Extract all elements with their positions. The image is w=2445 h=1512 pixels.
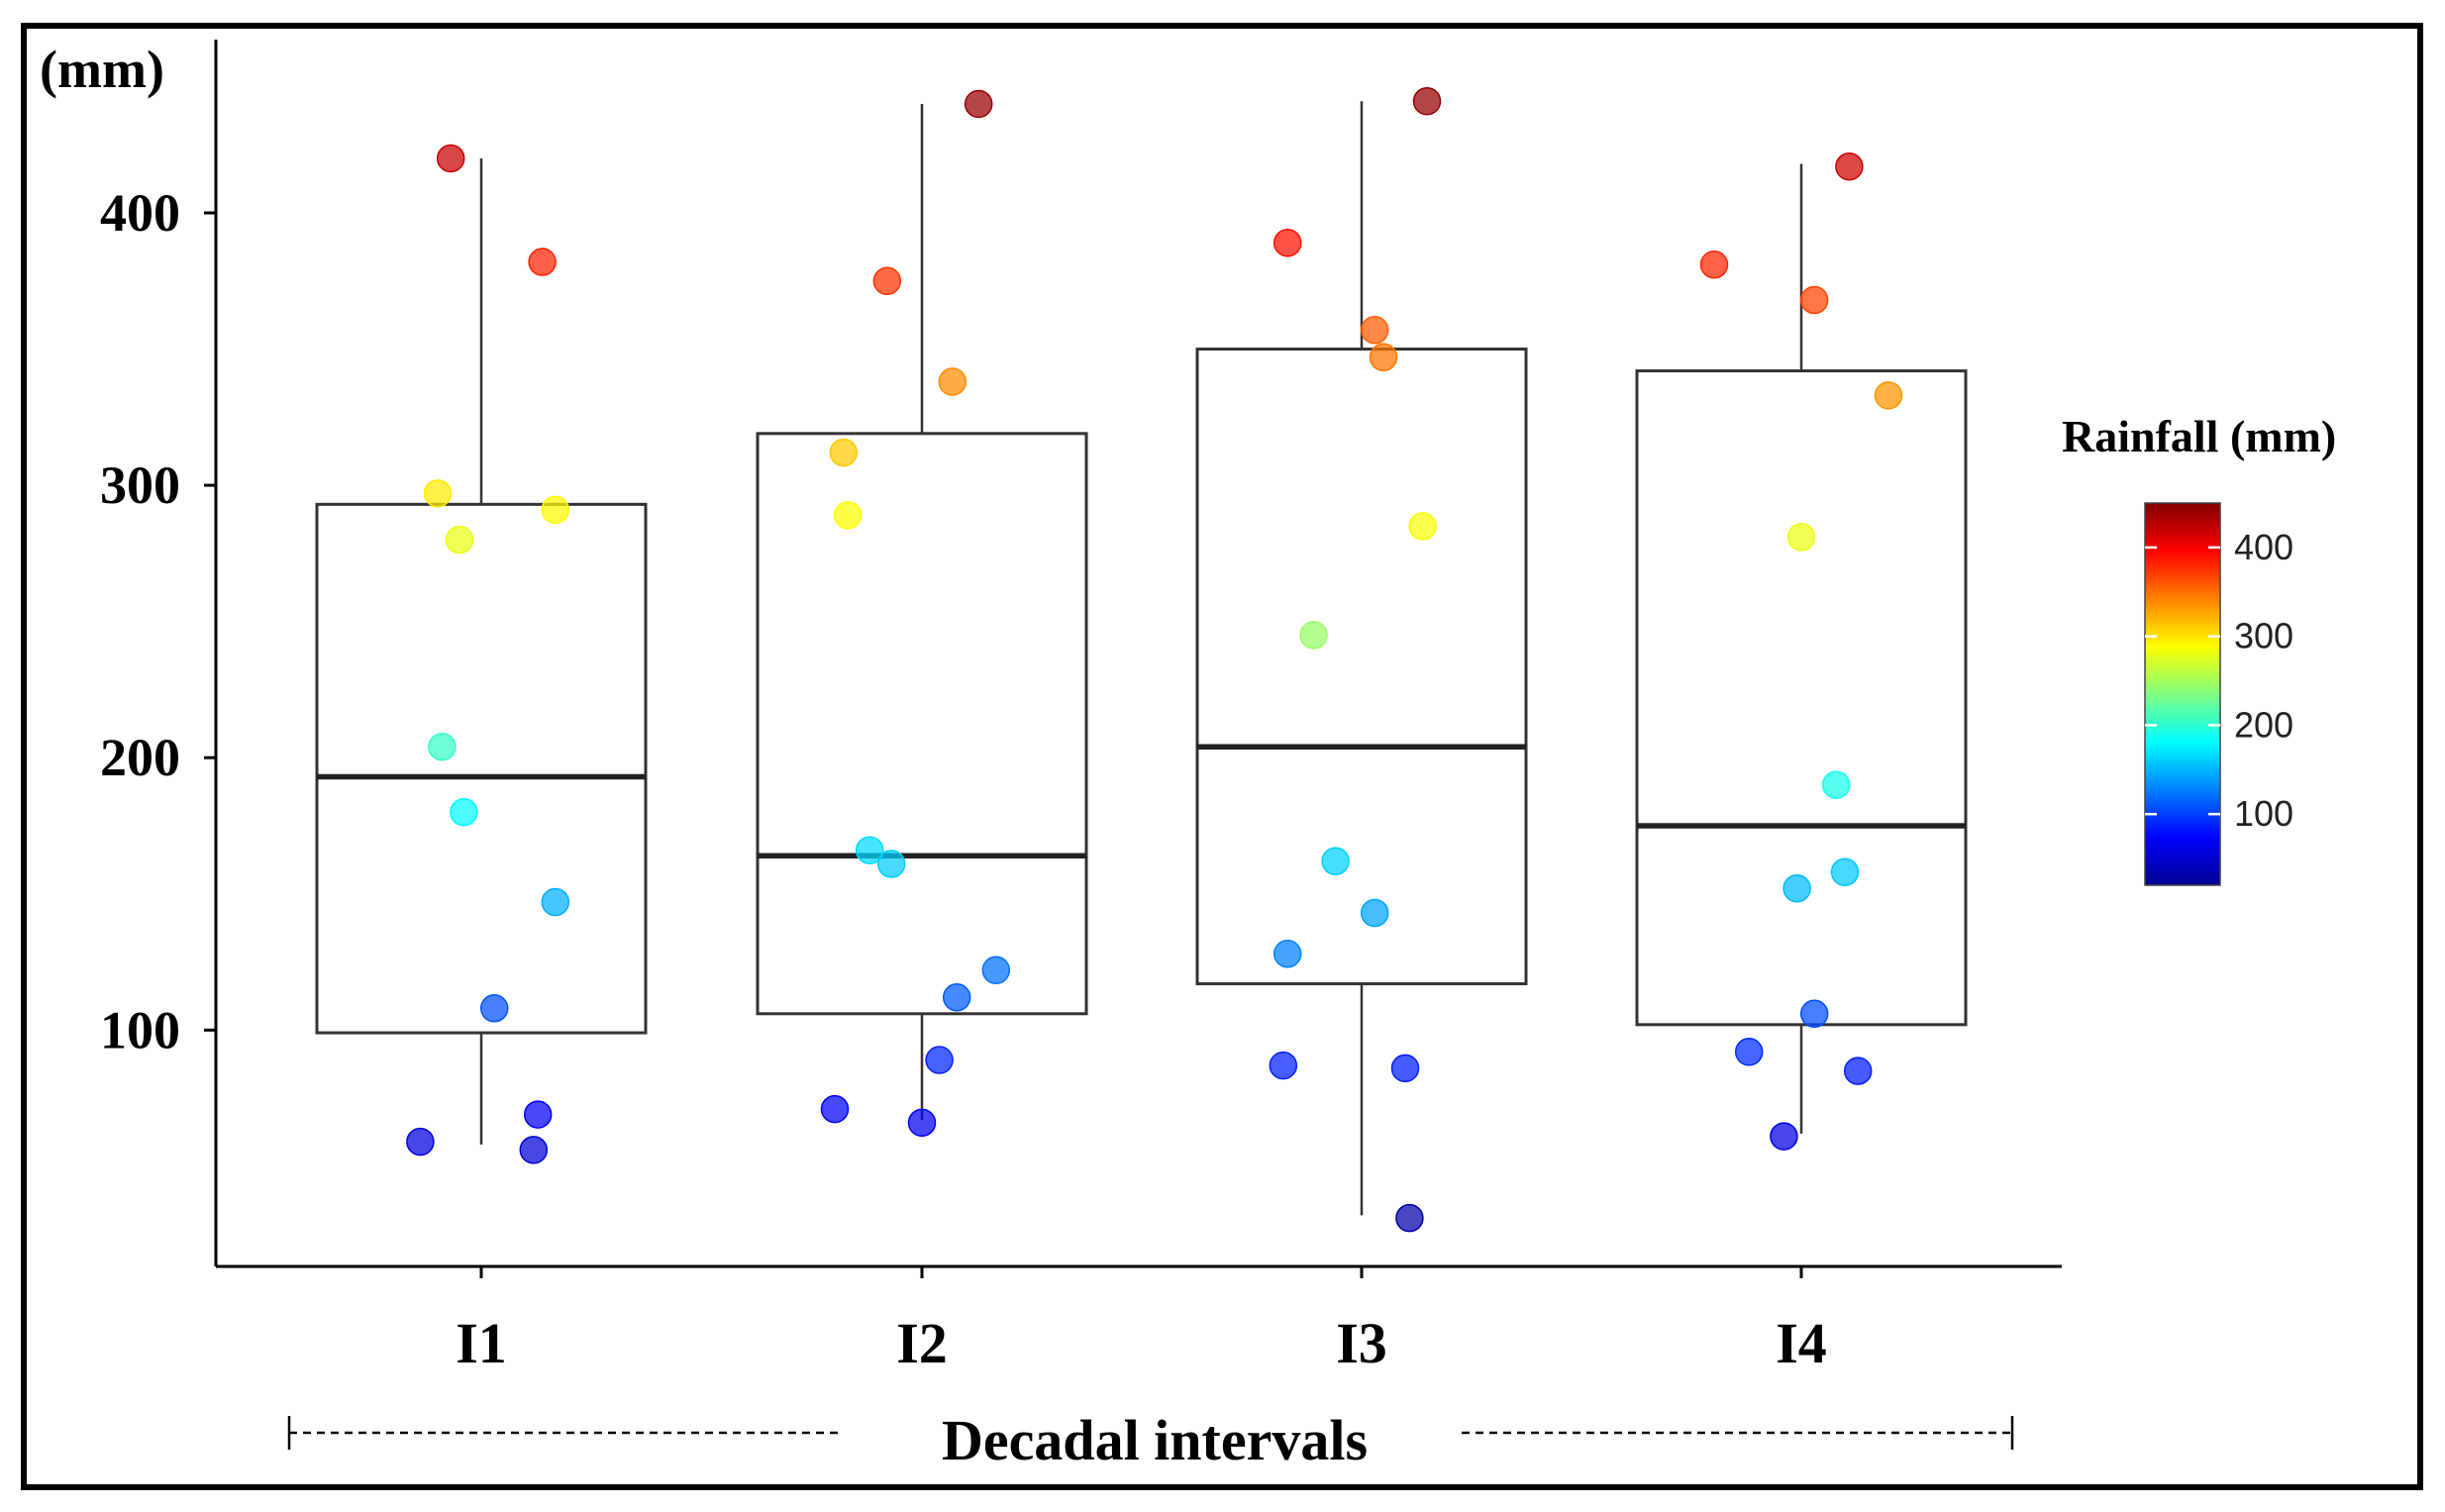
data-point <box>423 479 453 508</box>
legend-ticks: 100 200 300 400 <box>2145 527 2293 834</box>
boxplot-i1 <box>315 157 648 1145</box>
x-axis-title-group: Decadal intervals <box>287 1408 2014 1472</box>
y-tick-label: 400 <box>100 183 180 243</box>
data-point <box>1799 999 1829 1029</box>
data-point <box>833 501 863 530</box>
data-point <box>829 438 859 467</box>
data-point <box>541 887 570 917</box>
figure-frame <box>21 23 2423 1490</box>
boxplots <box>315 101 1968 1216</box>
data-point <box>876 850 906 878</box>
data-point <box>981 956 1011 985</box>
boxplot-i2 <box>756 103 1088 1121</box>
data-point <box>1360 316 1389 345</box>
data-point <box>1412 86 1442 116</box>
x-axis-categories: I1 I2 I3 I4 <box>456 1266 1827 1375</box>
data-point <box>445 525 474 554</box>
data-point <box>541 495 570 525</box>
data-point <box>855 836 884 864</box>
data-point <box>1821 770 1851 799</box>
data-point <box>1830 857 1860 886</box>
data-point <box>1273 229 1302 257</box>
data-point <box>1395 1203 1424 1233</box>
y-axis-unit-label: (mm) <box>40 40 164 99</box>
data-point <box>1269 1051 1298 1080</box>
x-category-label: I1 <box>456 1311 507 1375</box>
data-point <box>907 1108 937 1138</box>
data-point <box>1321 847 1350 875</box>
box-iqr <box>315 502 648 1035</box>
data-point <box>1799 285 1829 315</box>
x-axis-label: Decadal intervals <box>942 1408 1368 1472</box>
data-point <box>428 732 457 761</box>
data-point <box>1390 1054 1420 1083</box>
data-point <box>1369 343 1398 372</box>
y-tick-label: 300 <box>100 455 180 515</box>
data-point <box>1273 940 1302 968</box>
box-iqr <box>756 432 1088 1016</box>
data-point <box>1770 1122 1798 1151</box>
data-point <box>1874 381 1903 410</box>
color-legend: Rainfall (mm) 100 200 300 400 <box>2062 411 2336 886</box>
x-category-label: I3 <box>1336 1311 1387 1375</box>
boxplot-i3 <box>1195 101 1528 1216</box>
data-point <box>1786 523 1816 552</box>
data-point <box>1835 151 1864 181</box>
data-point <box>872 266 902 296</box>
y-tick-label: 100 <box>100 1000 180 1059</box>
data-point <box>479 994 509 1023</box>
data-point <box>450 797 478 827</box>
legend-title: Rainfall (mm) <box>2062 411 2336 461</box>
data-point <box>1783 873 1811 903</box>
data-point <box>1408 512 1437 541</box>
box-iqr <box>1635 369 1968 1027</box>
boxplot-i4 <box>1635 163 1968 1134</box>
legend-colorbar <box>2144 502 2221 886</box>
legend-tick-label: 400 <box>2234 527 2293 567</box>
legend-tick-label: 100 <box>2234 793 2293 834</box>
data-point <box>1360 898 1389 928</box>
data-point <box>528 248 557 276</box>
data-point <box>1734 1038 1764 1066</box>
data-point <box>925 1046 954 1074</box>
data-point <box>1843 1057 1873 1085</box>
data-point <box>519 1136 549 1164</box>
legend-tick-label: 300 <box>2234 616 2293 656</box>
data-point <box>1699 251 1729 279</box>
data-point <box>820 1094 850 1124</box>
data-point <box>1299 621 1328 650</box>
data-points <box>406 86 1903 1233</box>
legend-tick-label: 200 <box>2234 704 2293 745</box>
data-point <box>938 367 968 396</box>
data-point <box>964 89 993 119</box>
y-axis-ticks: 100 200 300 400 <box>100 183 216 1059</box>
x-category-label: I4 <box>1776 1311 1827 1375</box>
data-point <box>436 144 465 173</box>
data-point <box>406 1127 435 1157</box>
data-point <box>942 983 971 1012</box>
data-point <box>523 1100 553 1129</box>
box-iqr <box>1195 348 1528 986</box>
x-category-label: I2 <box>896 1311 948 1375</box>
y-tick-label: 200 <box>100 728 180 787</box>
